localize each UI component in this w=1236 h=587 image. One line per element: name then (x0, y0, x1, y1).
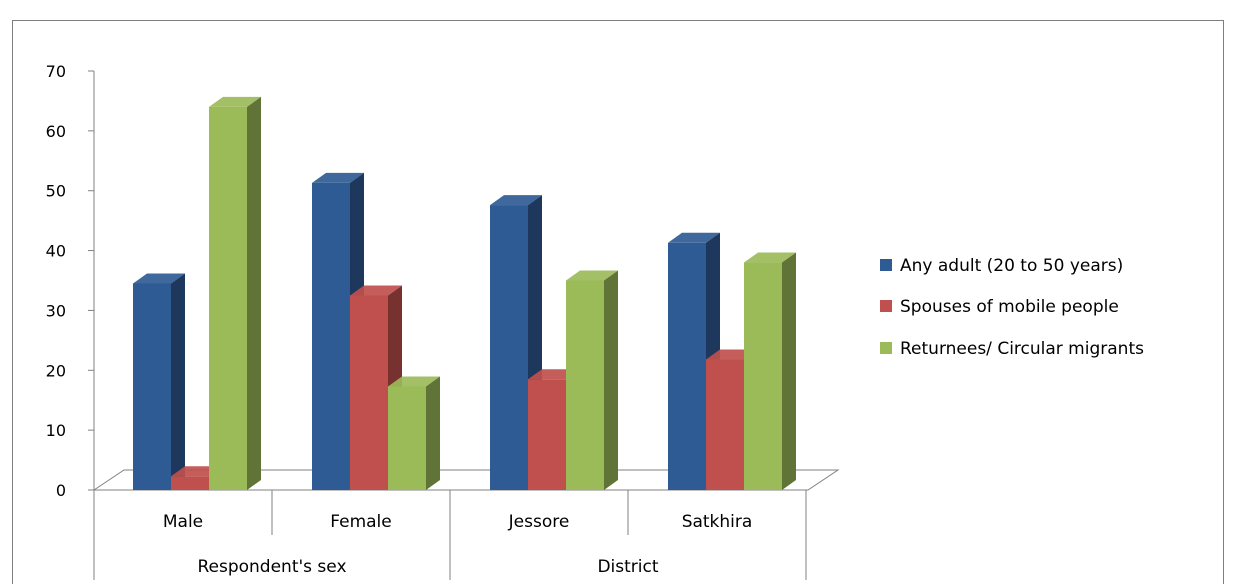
bar-front-face (528, 379, 566, 490)
category-label: Female (330, 512, 391, 532)
bar-front-face (209, 106, 247, 491)
bar-male-series-3 (209, 96, 261, 491)
bar-satkhira-series-3 (744, 252, 796, 490)
bar-top-face (566, 270, 618, 281)
legend-label: Spouses of mobile people (900, 297, 1119, 317)
bar-top-face (668, 232, 720, 243)
bar-front-face (706, 359, 744, 490)
legend-swatch (880, 342, 892, 354)
bar-front-face (133, 283, 171, 490)
labels-layer: Male Female Jessore Satkhira Respondent's se… (93, 490, 807, 580)
bar-front-face (312, 182, 350, 490)
y-tick-label: 70 (46, 62, 66, 81)
bars-layer (133, 96, 796, 491)
chart-frame (12, 20, 1224, 584)
bar-side-face (604, 270, 618, 490)
bar-side-face (426, 376, 440, 490)
y-tick-label: 60 (46, 122, 66, 141)
bar-side-face (782, 252, 796, 490)
y-tick-label: 20 (46, 361, 66, 380)
legend-swatch (880, 300, 892, 312)
legend-label: Any adult (20 to 50 years) (900, 256, 1123, 276)
bar-side-face (247, 96, 261, 491)
bar-front-face (350, 295, 388, 490)
bar-top-face (133, 273, 185, 284)
legend: Any adult (20 to 50 years) Spouses of mob… (880, 256, 1144, 359)
bar-top-face (388, 376, 440, 387)
bar-female-series-3 (388, 376, 440, 490)
bar-front-face (744, 262, 782, 490)
bar-male-series-1 (133, 273, 185, 490)
legend-swatch (880, 259, 892, 271)
bar-side-face (171, 273, 185, 490)
y-tick-label: 50 (46, 182, 66, 201)
bar-top-face (490, 195, 542, 206)
category-label: Male (163, 512, 203, 532)
legend-label: Returnees/ Circular migrants (900, 339, 1144, 359)
bar-front-face (171, 476, 209, 490)
bar-top-face (312, 172, 364, 183)
bar-top-face (744, 252, 796, 263)
bar-satkhira-series-1 (668, 232, 720, 491)
axis-layer: 0 10 20 30 40 50 60 70 (46, 62, 95, 500)
y-tick-label: 10 (46, 421, 66, 440)
bar-front-face (668, 242, 706, 490)
y-tick-label: 30 (46, 301, 66, 320)
category-label: Satkhira (682, 512, 753, 532)
y-tick-label: 40 (46, 242, 66, 261)
category-label: Jessore (508, 512, 570, 532)
bar-top-face (209, 96, 261, 107)
bar-front-face (388, 386, 426, 490)
bar-front-face (490, 205, 528, 490)
bar-jessore-series-3 (566, 270, 618, 490)
group-label: Respondent's sex (197, 557, 346, 577)
bar-front-face (566, 280, 604, 490)
group-label: District (597, 557, 658, 577)
bar-top-face (350, 285, 402, 296)
y-tick-label: 0 (56, 481, 66, 500)
